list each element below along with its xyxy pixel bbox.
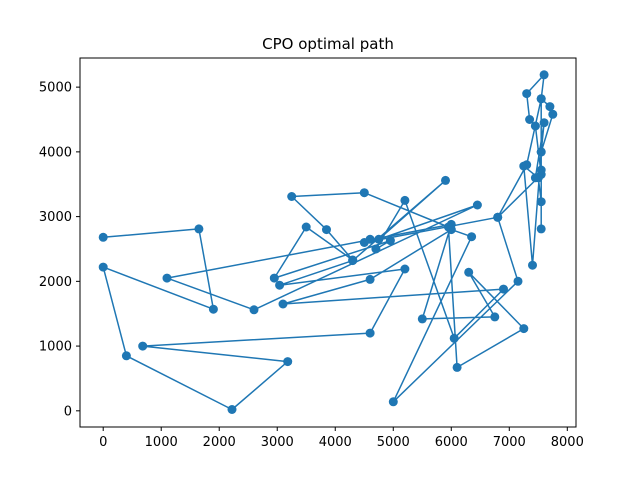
data-point <box>490 312 500 322</box>
data-point <box>371 244 381 254</box>
data-point <box>499 284 508 294</box>
data-point <box>467 232 477 242</box>
y-tick-label: 1000 <box>39 340 72 355</box>
data-point <box>278 299 288 309</box>
data-point <box>365 234 375 244</box>
y-tick-label: 2000 <box>39 275 72 290</box>
data-point <box>374 234 384 244</box>
data-point <box>464 267 474 277</box>
data-point <box>348 255 358 265</box>
x-tick-label: 2000 <box>203 435 236 450</box>
data-point <box>530 121 540 131</box>
data-point <box>536 94 546 104</box>
y-tick-label: 3000 <box>39 210 72 225</box>
path-line <box>102 74 554 411</box>
x-tick-label: 8000 <box>551 435 584 450</box>
data-point <box>385 236 395 246</box>
data-point <box>446 225 456 235</box>
data-point <box>388 397 398 407</box>
data-point <box>287 192 297 201</box>
x-tick-label: 4000 <box>319 435 352 450</box>
data-point <box>121 351 131 361</box>
data-point <box>539 70 549 80</box>
data-point <box>452 362 462 372</box>
data-point <box>472 200 482 210</box>
data-point <box>493 212 503 222</box>
data-point <box>522 160 532 170</box>
data-point <box>513 276 523 286</box>
data-point <box>533 173 543 183</box>
x-tick-label: 7000 <box>493 435 526 450</box>
data-point <box>275 280 285 290</box>
data-point <box>417 314 427 324</box>
data-point <box>322 225 331 235</box>
data-point <box>536 224 546 234</box>
data-point <box>162 273 172 283</box>
data-point <box>365 328 375 338</box>
data-point <box>548 109 558 119</box>
data-point <box>525 115 535 124</box>
x-tick-label: 5000 <box>377 435 410 450</box>
data-point <box>449 333 459 343</box>
x-tick-label: 3000 <box>261 435 294 450</box>
data-point <box>519 324 529 334</box>
data-point <box>545 102 555 112</box>
data-point <box>536 147 546 157</box>
data-point <box>301 222 311 232</box>
data-point <box>536 165 546 175</box>
x-tick-label: 0 <box>99 435 107 450</box>
x-tick-label: 1000 <box>145 435 178 450</box>
data-point <box>98 232 108 242</box>
data-point <box>359 188 369 198</box>
data-point <box>400 264 410 274</box>
plot-frame <box>79 57 577 428</box>
data-point <box>536 197 546 207</box>
data-point <box>138 341 148 351</box>
data-point <box>528 260 537 270</box>
data-point <box>441 175 450 185</box>
y-tick-label: 4000 <box>39 145 72 160</box>
data-point <box>522 89 532 99</box>
data-point <box>249 305 259 315</box>
data-point <box>194 224 204 234</box>
y-tick-label: 0 <box>64 404 72 419</box>
data-point <box>269 273 279 283</box>
x-axis: 0 1000 2000 3000 4000 5000 6000 7000 8000 <box>99 427 584 450</box>
data-point <box>365 274 375 284</box>
chart-title: CPO optimal path <box>262 35 394 53</box>
plot-area <box>98 70 558 414</box>
data-point <box>227 405 237 414</box>
data-point <box>98 262 108 272</box>
data-point <box>539 118 549 128</box>
x-tick-label: 6000 <box>435 435 468 450</box>
data-point <box>400 195 410 205</box>
data-point <box>283 357 293 367</box>
y-tick-label: 5000 <box>39 81 72 96</box>
data-point <box>208 304 218 314</box>
y-axis: 0 1000 2000 3000 4000 5000 <box>39 81 80 419</box>
